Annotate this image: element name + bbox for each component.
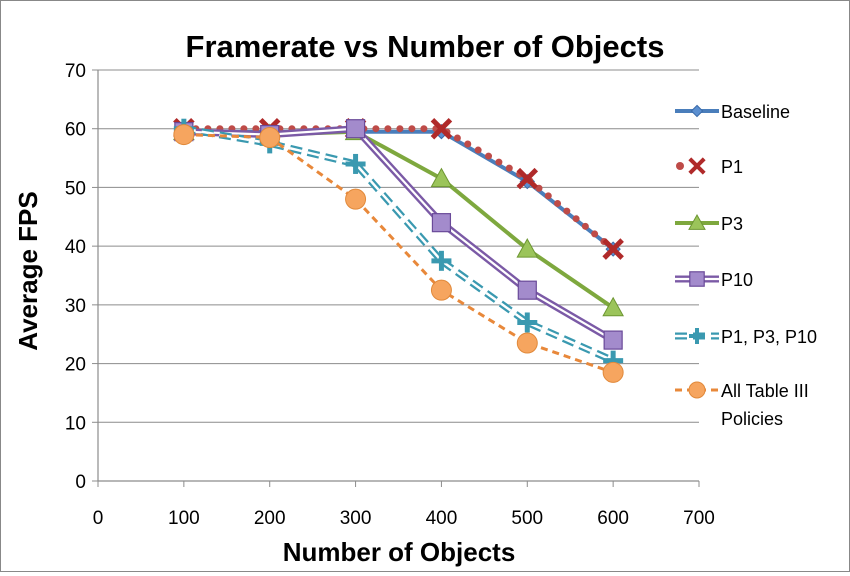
legend-entry: P3 — [675, 213, 743, 234]
legend-label: Baseline — [721, 102, 790, 122]
marker-stroke — [516, 167, 539, 190]
series-0 — [176, 123, 621, 257]
series-marker — [516, 332, 538, 354]
x-tick-label: 200 — [254, 508, 286, 529]
series-line — [183, 133, 614, 374]
legend-line — [676, 162, 684, 170]
series-marker — [431, 250, 452, 271]
series-marker — [602, 238, 624, 260]
x-tick-label: 600 — [597, 508, 629, 529]
series-marker — [517, 312, 538, 333]
plot-area — [173, 117, 624, 383]
series-marker — [688, 381, 706, 399]
y-tick-label: 0 — [75, 472, 86, 493]
series-marker — [345, 119, 366, 139]
y-axis-title: Average FPS — [13, 191, 43, 350]
chart-title: Framerate vs Number of Objects — [186, 29, 665, 64]
x-tick-label: 400 — [426, 508, 458, 529]
legend-entry: All Table III Policies — [675, 381, 809, 429]
series-marker — [516, 167, 539, 190]
x-tick-label: 0 — [93, 508, 104, 529]
legend-label: All Table III — [721, 381, 809, 401]
y-tick-label: 40 — [65, 237, 86, 258]
y-tick-label: 20 — [65, 355, 86, 376]
legend-entry: Baseline — [675, 102, 790, 122]
series-5 — [173, 124, 624, 383]
legend-entry: P1, P3, P10 — [675, 327, 817, 347]
series-marker — [430, 117, 453, 140]
legend-label: P1 — [721, 157, 743, 177]
x-tick-label: 300 — [340, 508, 372, 529]
series-marker — [690, 104, 704, 118]
x-tick-label: 500 — [511, 508, 543, 529]
series-line-inner — [183, 127, 614, 362]
series-marker — [430, 279, 452, 301]
legend-entry: P10 — [675, 270, 753, 290]
series-marker — [517, 280, 537, 300]
series-marker — [602, 296, 624, 317]
series-marker — [430, 167, 453, 188]
marker-stroke — [602, 238, 624, 260]
y-tick-label: 10 — [65, 413, 86, 434]
series-marker — [516, 238, 539, 258]
series-marker — [345, 153, 366, 174]
series-marker — [688, 213, 706, 230]
series-2 — [173, 120, 624, 317]
series-marker — [431, 213, 452, 233]
legend-label: P1, P3, P10 — [721, 327, 817, 347]
series-marker — [259, 127, 281, 149]
y-tick-label: 50 — [65, 178, 86, 199]
x-tick-label: 100 — [168, 508, 200, 529]
x-axis-title: Number of Objects — [283, 537, 516, 567]
series-marker — [173, 124, 195, 146]
series-line — [180, 125, 617, 253]
legend-entry: P1 — [676, 157, 743, 177]
x-tick-label: 700 — [683, 508, 715, 529]
series-marker — [602, 361, 624, 383]
y-tick-label: 70 — [65, 61, 86, 82]
series-marker — [345, 188, 367, 210]
series-line — [183, 129, 615, 251]
marker-stroke — [430, 117, 453, 140]
legend: Baseline P1 P3 P10 P1, P3, P10 All Table III P… — [675, 102, 817, 429]
y-tick-label: 30 — [65, 296, 86, 317]
marker-stroke — [688, 157, 706, 175]
series-marker — [689, 328, 705, 344]
series-marker — [689, 271, 705, 287]
series-line — [183, 125, 615, 344]
legend-label: P10 — [721, 270, 753, 290]
legend-label: Policies — [721, 409, 783, 429]
axes — [92, 69, 700, 487]
series-marker — [603, 330, 623, 350]
legend-label: P3 — [721, 214, 743, 234]
y-tick-label: 60 — [65, 120, 86, 141]
series-line-inner — [183, 127, 614, 342]
series-marker — [688, 157, 706, 175]
series-line — [183, 129, 615, 310]
